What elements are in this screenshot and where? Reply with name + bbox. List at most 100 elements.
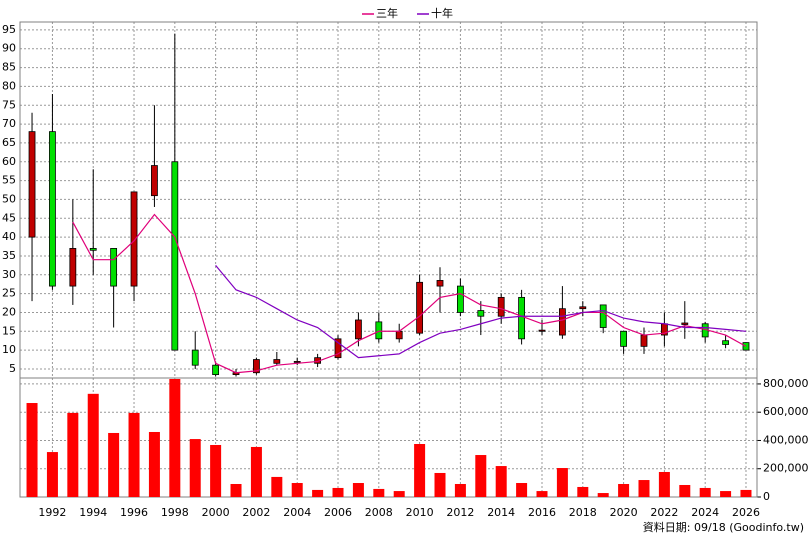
volume-bar bbox=[679, 484, 691, 497]
volume-bar bbox=[189, 439, 201, 497]
volume-bar bbox=[618, 483, 630, 497]
x-tick-label: 1994 bbox=[79, 506, 107, 519]
volume-bar bbox=[516, 483, 528, 497]
y-tick-label: 30 bbox=[2, 268, 16, 281]
candle-body bbox=[253, 359, 260, 374]
y-tick-label: 50 bbox=[2, 192, 16, 205]
candle-body bbox=[130, 191, 138, 287]
x-tick-label: 1996 bbox=[120, 506, 148, 519]
volume-bar bbox=[26, 403, 38, 497]
candle-body bbox=[49, 131, 56, 287]
y-tick-label: 15 bbox=[2, 324, 16, 337]
candle-body bbox=[89, 248, 97, 251]
candle-body bbox=[477, 310, 485, 317]
x-tick-label: 2012 bbox=[446, 506, 474, 519]
candle-body bbox=[558, 308, 566, 336]
ma-line bbox=[215, 264, 747, 359]
y-tick-label: 25 bbox=[2, 287, 16, 300]
y-tick-label: 70 bbox=[2, 117, 16, 130]
ma-line bbox=[72, 213, 747, 374]
volume-bar bbox=[250, 446, 262, 497]
volume-bar bbox=[699, 487, 711, 497]
volume-bar bbox=[210, 444, 222, 497]
candle-body bbox=[69, 248, 77, 287]
x-tick-label: 2000 bbox=[202, 506, 230, 519]
candle-body bbox=[375, 321, 383, 340]
candle-body bbox=[497, 296, 505, 317]
volume-bar bbox=[169, 378, 181, 497]
volume-bar bbox=[597, 493, 609, 497]
x-tick-label: 2006 bbox=[324, 506, 352, 519]
y-tick-label: 95 bbox=[2, 23, 16, 36]
volume-bar bbox=[291, 483, 303, 497]
y-tick-label: 85 bbox=[2, 61, 16, 74]
candle-body bbox=[212, 364, 220, 376]
volume-bar bbox=[393, 491, 405, 497]
y-tick-label: 40 bbox=[2, 230, 16, 243]
y-tick-label: 55 bbox=[2, 174, 16, 187]
y2-tick-label: 400,000 bbox=[763, 433, 808, 446]
y-tick-label: 80 bbox=[2, 79, 16, 92]
candle-body bbox=[599, 304, 607, 328]
volume-bar bbox=[454, 483, 466, 497]
candle-body bbox=[151, 165, 158, 197]
volume-bar bbox=[332, 487, 344, 497]
volume-bar bbox=[434, 472, 446, 497]
volume-bar bbox=[128, 412, 140, 497]
volume-bar bbox=[87, 393, 99, 497]
candle-body bbox=[640, 334, 648, 347]
candle-body bbox=[681, 322, 689, 325]
x-tick-label: 2004 bbox=[283, 506, 311, 519]
x-tick-label: 2010 bbox=[406, 506, 434, 519]
volume-bar bbox=[230, 483, 242, 497]
y-tick-label: 10 bbox=[2, 343, 16, 356]
x-tick-label: 2022 bbox=[650, 506, 678, 519]
volume-bar bbox=[720, 491, 732, 497]
volume-bar bbox=[414, 444, 426, 497]
volume-bar bbox=[577, 486, 589, 497]
candle-body bbox=[722, 340, 729, 345]
legend-label: 十年 bbox=[431, 6, 453, 20]
x-tick-label: 2024 bbox=[691, 506, 719, 519]
y-tick-label: 35 bbox=[2, 249, 16, 262]
candle-body bbox=[28, 131, 36, 238]
x-tick-label: 2016 bbox=[528, 506, 556, 519]
x-tick-label: 1998 bbox=[161, 506, 189, 519]
volume-bar bbox=[108, 432, 120, 497]
candle-body bbox=[395, 330, 403, 340]
x-tick-label: 1992 bbox=[38, 506, 66, 519]
volume-bar bbox=[556, 468, 568, 497]
volume-bar bbox=[638, 480, 650, 497]
y-tick-label: 45 bbox=[2, 211, 16, 224]
candle-body bbox=[334, 338, 342, 359]
x-tick-label: 2018 bbox=[569, 506, 597, 519]
volume-bar bbox=[536, 491, 548, 497]
candle-body bbox=[518, 296, 526, 340]
volume-bar bbox=[495, 466, 507, 497]
volume-bar bbox=[740, 489, 752, 497]
candle-body bbox=[416, 281, 424, 334]
y-tick-label: 5 bbox=[9, 362, 16, 375]
plot-border bbox=[19, 377, 758, 498]
candle-body bbox=[293, 361, 301, 363]
y2-tick-label: 800,000 bbox=[763, 377, 808, 390]
source-note: 資料日期: 09/18 (Goodinfo.tw) bbox=[643, 520, 804, 534]
volume-bar bbox=[312, 489, 324, 497]
candle-body bbox=[579, 306, 587, 310]
y-tick-label: 20 bbox=[2, 305, 16, 318]
candle-body bbox=[191, 349, 199, 366]
x-tick-label: 2026 bbox=[732, 506, 760, 519]
candle-body bbox=[620, 330, 627, 347]
y2-tick-label: 200,000 bbox=[763, 462, 808, 475]
volume-bar bbox=[148, 431, 160, 497]
candle-body bbox=[110, 248, 118, 287]
volume-bar bbox=[271, 476, 283, 497]
candle-body bbox=[273, 359, 281, 364]
volume-bar bbox=[373, 488, 385, 497]
legend-label: 三年 bbox=[376, 6, 398, 20]
x-tick-label: 2008 bbox=[365, 506, 393, 519]
y2-tick-label: 600,000 bbox=[763, 405, 808, 418]
y-tick-label: 65 bbox=[2, 136, 16, 149]
